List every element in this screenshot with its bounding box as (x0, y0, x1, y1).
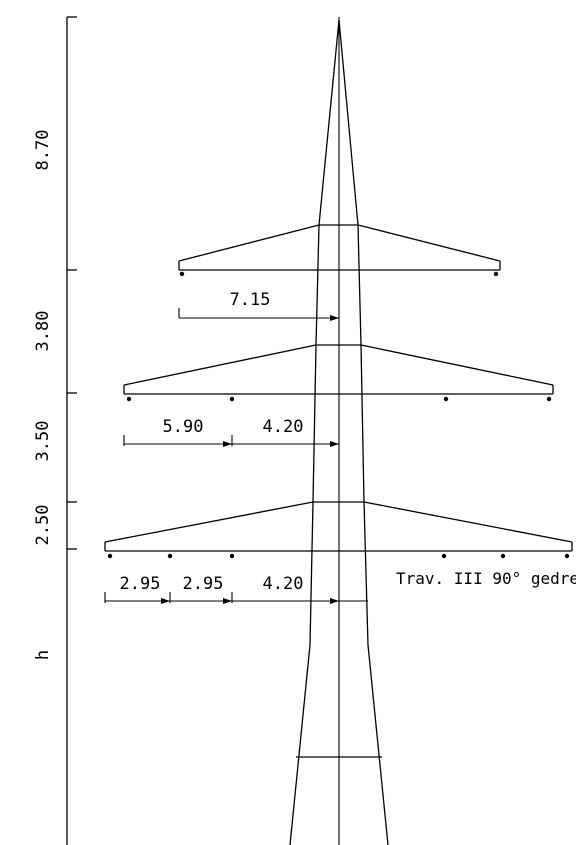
dimension-middle (123, 435, 339, 447)
crossarm-lower (104, 501, 573, 559)
dim-label-3-80: 3.80 (33, 311, 53, 352)
dim-label-4-20-lower: 4.20 (263, 574, 304, 594)
crossarm-top (178, 224, 501, 277)
tower-body (289, 19, 389, 845)
dim-label-2-50: 2.50 (33, 505, 53, 546)
dim-label-4-20-middle: 4.20 (263, 417, 304, 437)
dim-label-7-15: 7.15 (230, 290, 271, 310)
dim-label-8-70: 8.70 (33, 130, 53, 171)
dim-label-2-95-a: 2.95 (120, 574, 161, 594)
dimension-top (178, 308, 339, 321)
crossarm-middle (123, 344, 554, 402)
dim-label-2-95-b: 2.95 (183, 574, 224, 594)
dim-label-5-90: 5.90 (163, 417, 204, 437)
note-crossarm-rotated: Trav. III 90° gedreht (396, 569, 576, 588)
dim-label-h: h (33, 650, 53, 660)
dimension-lower (104, 592, 368, 604)
vertical-dimension-chain (66, 16, 77, 845)
dim-label-3-50: 3.50 (33, 421, 53, 462)
